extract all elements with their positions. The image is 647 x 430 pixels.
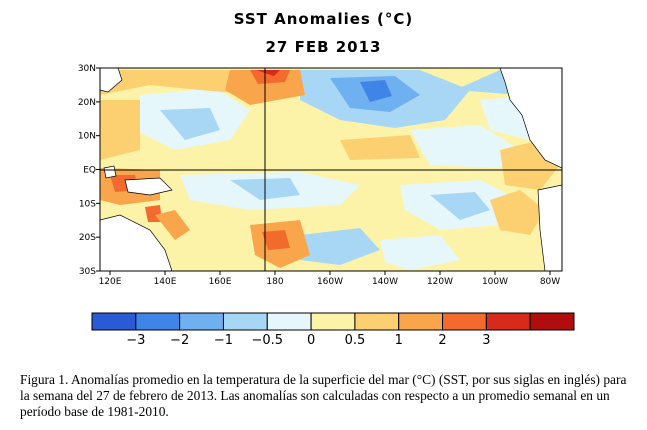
colorbar: −3 −2 −1 −0.5 0 0.5 1 2 3 (91, 312, 575, 348)
sst-field (100, 68, 562, 271)
lat-tick-label: 20S (79, 233, 96, 243)
lon-tick-label: 120E (99, 277, 122, 287)
lat-tick-label: 30N (78, 64, 96, 74)
colorbar-tick-label: 3 (482, 333, 490, 348)
colorbar-swatch (442, 312, 487, 331)
land-masses (100, 68, 562, 271)
colorbar-tick-label: 0.5 (345, 333, 366, 348)
lon-tick-label: 100W (482, 277, 508, 287)
lat-tick-label: EQ (83, 166, 96, 176)
lon-tick-label: 80W (540, 277, 560, 287)
lon-tick-label: 140W (372, 277, 398, 287)
map-date: 27 FEB 2013 (265, 38, 382, 56)
colorbar-swatch (135, 312, 181, 331)
cool-anomaly-regions (135, 70, 560, 270)
lat-tick-label: 10S (79, 199, 96, 209)
colorbar-swatch (398, 312, 444, 331)
lon-tick-label: 120W (427, 277, 453, 287)
colorbar-tick-label: −0.5 (251, 333, 283, 348)
colorbar-swatch (266, 312, 312, 331)
colorbar-tick-label: −1 (214, 333, 233, 348)
lat-tick-label: 10N (78, 132, 96, 142)
colorbar-swatch (310, 312, 356, 331)
colorbar-tick-label: 1 (395, 333, 403, 348)
colorbar-swatch (222, 312, 268, 331)
colorbar-swatch (485, 312, 531, 331)
colorbar-swatch (91, 312, 137, 331)
colorbar-swatch (179, 312, 224, 331)
colorbar-swatch (529, 312, 575, 331)
colorbar-swatch (354, 312, 400, 331)
lon-tick-label: 140E (154, 277, 177, 287)
map-title: SST Anomalies (°C) (233, 10, 414, 28)
lat-tick-label: 20N (78, 98, 96, 108)
lat-tick-label: 30S (79, 267, 96, 277)
colorbar-tick-label: −2 (170, 333, 189, 348)
colorbar-tick-label: 0 (307, 333, 315, 348)
colorbar-tick-label: −3 (126, 333, 145, 348)
colorbar-tick-label: 2 (438, 333, 446, 348)
warm-anomaly-regions (100, 70, 562, 268)
figure-caption: Figura 1. Anomalías promedio en la tempe… (20, 372, 627, 419)
lon-tick-label: 160W (317, 277, 343, 287)
lon-tick-label: 180 (266, 277, 283, 287)
lon-tick-label: 160E (209, 277, 232, 287)
